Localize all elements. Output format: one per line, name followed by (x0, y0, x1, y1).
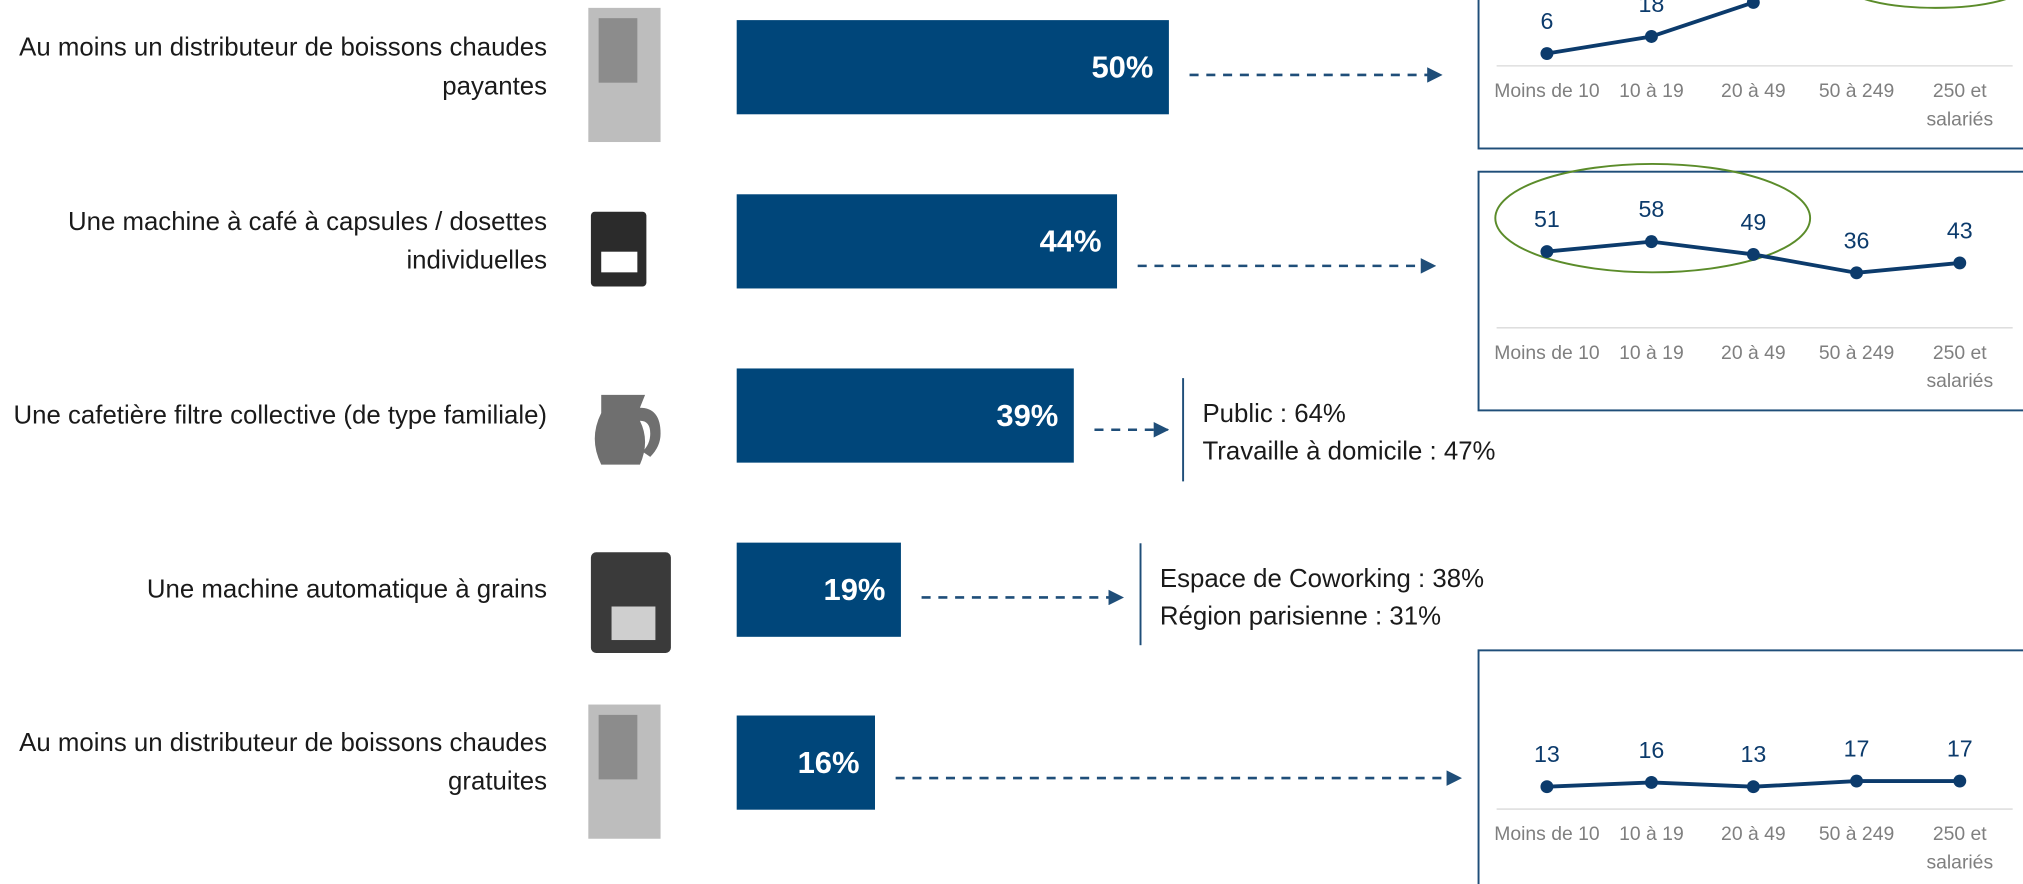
note-text: Région parisienne : 31% (1160, 599, 1573, 636)
x-tick-label-box: 20 à 49 (1699, 78, 1807, 143)
point (1645, 235, 1658, 248)
x-tick-label: Moins de 10 (1493, 821, 1601, 849)
x-tick-label: Moins de 10 (1493, 339, 1601, 367)
coffeepot-icon (595, 395, 661, 465)
value-label: 16% (798, 745, 860, 780)
x-tick-label: 20 à 49 (1699, 821, 1807, 849)
point (1953, 775, 1966, 788)
x-tick-label: 20 à 49 (1699, 78, 1807, 106)
value-label: 51 (1534, 206, 1560, 232)
x-tick-label-box: Moins de 10 (1493, 78, 1601, 143)
note-text: Public : 64% (1202, 396, 1615, 433)
category-label: Au moins un distributeur de boissons cha… (0, 705, 547, 821)
category-label: Une machine automatique à grains (0, 532, 547, 648)
note-text-box: Espace de Coworking : 38% (1160, 561, 1573, 600)
note-text-box: Région parisienne : 31% (1160, 599, 1573, 638)
point (1850, 775, 1863, 788)
value-label: 16 (1639, 737, 1665, 763)
value-label: 58 (1639, 196, 1665, 222)
x-tick-label-box: 10 à 19 (1597, 78, 1705, 143)
value-label: 6 (1540, 8, 1553, 34)
category-label-box: Une cafetière filtre collective (de type… (0, 357, 547, 473)
point (1747, 0, 1760, 9)
category-label: Une machine à café à capsules / dosettes… (0, 183, 547, 299)
value-label: 17 (1844, 736, 1870, 762)
point (1747, 248, 1760, 261)
category-label-box: Au moins un distributeur de boissons cha… (0, 705, 547, 821)
x-tick-label: 50 à 249 (1802, 339, 1910, 367)
x-tick-label-box: 250 et salariés (1906, 339, 2014, 404)
category-label-box: Une machine automatique à grains (0, 532, 547, 648)
value-label: 44% (1040, 224, 1102, 259)
x-tick-label-box: 50 à 249 (1802, 821, 1910, 884)
x-tick-label-box: 20 à 49 (1699, 339, 1807, 404)
value-label: 49 (1740, 209, 1766, 235)
point (1747, 780, 1760, 793)
icons (588, 8, 671, 839)
value-label: 13 (1740, 741, 1766, 767)
category-label-box: Une machine à café à capsules / dosettes… (0, 183, 547, 299)
vending-icon-panel (599, 715, 638, 780)
x-tick-label: 250 et salariés (1906, 821, 2014, 878)
note-text-box: Public : 64% (1202, 396, 1615, 435)
value-label: 43 (1947, 217, 1973, 243)
category-label: Une cafetière filtre collective (de type… (0, 357, 547, 473)
x-tick-label-box: 50 à 249 (1802, 78, 1910, 143)
x-tick-label-box: 10 à 19 (1597, 821, 1705, 884)
x-tick-label-box: 250 et salariés (1906, 821, 2014, 884)
bean-machine-icon-tray (612, 606, 656, 640)
capsule-icon (591, 212, 646, 287)
x-tick-label: 250 et salariés (1906, 78, 2014, 135)
x-tick-label: Moins de 10 (1493, 78, 1601, 106)
highlight-ellipse (1845, 0, 2023, 8)
point (1540, 245, 1553, 258)
note-text: Espace de Coworking : 38% (1160, 561, 1573, 598)
x-tick-label: 20 à 49 (1699, 339, 1807, 367)
x-tick-label: 10 à 19 (1597, 78, 1705, 106)
point (1540, 47, 1553, 60)
x-tick-label: 10 à 19 (1597, 821, 1705, 849)
value-label: 36 (1844, 227, 1870, 253)
note-text-box: Travaille à domicile : 47% (1202, 434, 1615, 473)
x-tick-label: 50 à 249 (1802, 78, 1910, 106)
point (1645, 30, 1658, 43)
x-tick-label-box: 250 et salariés (1906, 78, 2014, 143)
category-label: Au moins un distributeur de boissons cha… (0, 9, 547, 125)
value-label: 39% (996, 398, 1058, 433)
infographic: Au moins un distributeur de boissons cha… (0, 0, 2023, 884)
point (1953, 256, 1966, 269)
x-tick-label-box: Moins de 10 (1493, 339, 1601, 404)
point (1850, 266, 1863, 279)
x-tick-label: 250 et salariés (1906, 339, 2014, 396)
value-label: 19% (823, 572, 885, 607)
vending-icon-panel (599, 18, 638, 83)
x-tick-label-box: 10 à 19 (1597, 339, 1705, 404)
x-tick-label-box: 50 à 249 (1802, 339, 1910, 404)
category-label-box: Au moins un distributeur de boissons cha… (0, 9, 547, 125)
capsule-icon-cups (601, 252, 637, 273)
value-label: 18 (1639, 0, 1665, 17)
x-tick-label-box: Moins de 10 (1493, 821, 1601, 884)
x-tick-label-box: 20 à 49 (1699, 821, 1807, 884)
x-tick-label: 10 à 19 (1597, 339, 1705, 367)
note-text: Travaille à domicile : 47% (1202, 434, 1615, 471)
point (1540, 780, 1553, 793)
x-tick-label: 50 à 249 (1802, 821, 1910, 849)
value-label: 13 (1534, 741, 1560, 767)
value-label: 50% (1091, 50, 1153, 85)
value-label: 17 (1947, 736, 1973, 762)
point (1645, 776, 1658, 789)
